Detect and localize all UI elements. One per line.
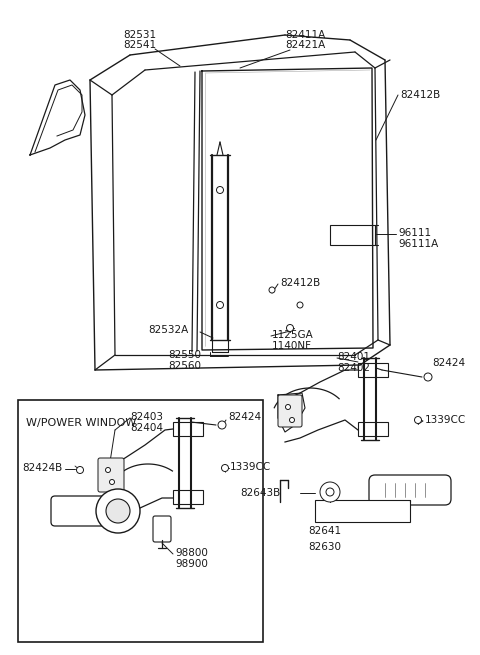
- Bar: [315, 500, 410, 522]
- Text: 82630: 82630: [309, 542, 341, 552]
- FancyBboxPatch shape: [369, 475, 451, 505]
- Text: 82541: 82541: [123, 40, 156, 50]
- Circle shape: [289, 417, 295, 422]
- Text: 82550: 82550: [168, 350, 202, 360]
- Text: 82412B: 82412B: [280, 278, 320, 288]
- FancyBboxPatch shape: [278, 395, 302, 427]
- Text: 82531: 82531: [123, 30, 156, 40]
- Text: 82560: 82560: [168, 361, 202, 371]
- Text: 98800: 98800: [175, 548, 208, 558]
- Circle shape: [415, 417, 421, 424]
- Text: W/POWER WINDOW: W/POWER WINDOW: [26, 418, 136, 428]
- Text: 82421A: 82421A: [285, 40, 325, 50]
- Bar: [18, 400, 263, 642]
- Text: 82404: 82404: [130, 423, 163, 433]
- Text: 82402: 82402: [337, 363, 370, 373]
- Text: 82424B: 82424B: [22, 463, 62, 473]
- Text: 1339CC: 1339CC: [230, 462, 271, 472]
- Text: 1125GA: 1125GA: [272, 330, 314, 340]
- Text: 82411A: 82411A: [285, 30, 325, 40]
- Text: 96111: 96111: [398, 228, 431, 238]
- FancyBboxPatch shape: [153, 516, 171, 542]
- Circle shape: [216, 187, 224, 193]
- Circle shape: [326, 488, 334, 496]
- Text: 1140NF: 1140NF: [272, 341, 312, 351]
- FancyBboxPatch shape: [51, 496, 114, 526]
- Bar: [358, 363, 388, 377]
- Text: 82403: 82403: [130, 412, 163, 422]
- Circle shape: [424, 373, 432, 381]
- Text: 82401: 82401: [337, 352, 370, 362]
- Bar: [173, 490, 203, 504]
- Circle shape: [287, 324, 293, 331]
- Text: 98900: 98900: [175, 559, 208, 569]
- Text: 82424: 82424: [228, 412, 261, 422]
- Circle shape: [286, 405, 290, 409]
- FancyBboxPatch shape: [98, 458, 124, 492]
- Circle shape: [76, 466, 84, 474]
- Text: 96111A: 96111A: [398, 239, 438, 249]
- Text: 82532A: 82532A: [148, 325, 188, 335]
- Text: 1339CC: 1339CC: [425, 415, 466, 425]
- Circle shape: [269, 287, 275, 293]
- Circle shape: [216, 301, 224, 309]
- Text: 82412B: 82412B: [400, 90, 440, 100]
- Text: 82641: 82641: [309, 526, 342, 536]
- Text: 82643B: 82643B: [240, 488, 280, 498]
- Circle shape: [106, 499, 130, 523]
- Bar: [173, 422, 203, 436]
- Circle shape: [218, 421, 226, 429]
- Circle shape: [96, 489, 140, 533]
- Bar: [330, 225, 375, 245]
- Circle shape: [297, 302, 303, 308]
- Circle shape: [106, 468, 110, 472]
- Circle shape: [320, 482, 340, 502]
- Circle shape: [109, 479, 115, 485]
- Circle shape: [221, 464, 228, 472]
- Text: 82424: 82424: [432, 358, 465, 368]
- Bar: [358, 422, 388, 436]
